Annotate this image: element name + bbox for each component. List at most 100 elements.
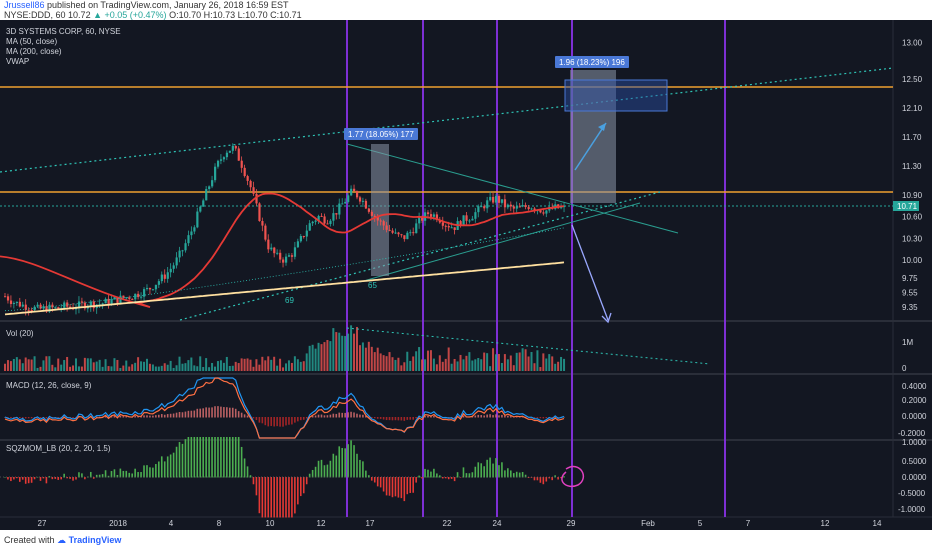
candle-body[interactable]: [418, 217, 421, 224]
sqzmom-histogram[interactable]: [4, 437, 565, 518]
candle-body[interactable]: [370, 211, 373, 216]
candle-body[interactable]: [4, 296, 7, 298]
candle-body[interactable]: [486, 200, 489, 209]
candle-body[interactable]: [137, 293, 140, 298]
candle-body[interactable]: [270, 247, 273, 250]
candle-body[interactable]: [338, 203, 341, 215]
lower-channel-trendline[interactable]: [179, 191, 661, 321]
candle-body[interactable]: [444, 225, 447, 227]
candle-body[interactable]: [83, 302, 87, 309]
candle-body[interactable]: [506, 204, 510, 208]
candle-body[interactable]: [299, 236, 302, 242]
candle-body[interactable]: [435, 214, 439, 220]
candle-body[interactable]: [157, 281, 161, 285]
measure-box-2[interactable]: [570, 70, 616, 203]
candle-body[interactable]: [512, 206, 515, 209]
candle-body[interactable]: [57, 307, 60, 309]
candle-body[interactable]: [172, 265, 175, 269]
candle-body[interactable]: [545, 210, 548, 214]
candle-body[interactable]: [311, 221, 314, 224]
candle-body[interactable]: [166, 272, 169, 279]
vwap-line[interactable]: [4, 227, 565, 312]
chart-svg[interactable]: 1.77 (18.05%) 177 1.96 (18.23%) 196 69 6…: [0, 20, 932, 530]
candle-body[interactable]: [15, 301, 19, 303]
candle-body[interactable]: [462, 215, 465, 226]
candle-body[interactable]: [450, 227, 453, 229]
candle-body[interactable]: [181, 250, 184, 252]
candle-body[interactable]: [347, 195, 350, 202]
candle-body[interactable]: [63, 302, 66, 308]
candle-body[interactable]: [355, 191, 359, 198]
candle-body[interactable]: [143, 289, 146, 297]
candle-body[interactable]: [432, 214, 436, 217]
candle-body[interactable]: [148, 287, 152, 290]
candle-body[interactable]: [518, 206, 521, 208]
triangle-resistance[interactable]: [346, 143, 679, 234]
candle-body[interactable]: [421, 217, 424, 221]
candle-body[interactable]: [497, 195, 501, 203]
candle-body[interactable]: [119, 295, 122, 303]
candle-body[interactable]: [308, 223, 311, 231]
candle-body[interactable]: [104, 298, 107, 304]
candle-body[interactable]: [205, 189, 208, 201]
candle-body[interactable]: [24, 304, 27, 310]
candle-body[interactable]: [350, 188, 353, 196]
candle-body[interactable]: [391, 230, 394, 233]
candle-body[interactable]: [323, 216, 326, 224]
candle-body[interactable]: [415, 223, 418, 234]
candle-body[interactable]: [125, 297, 128, 299]
candle-body[interactable]: [140, 296, 143, 298]
candle-body[interactable]: [211, 180, 214, 187]
candle-body[interactable]: [285, 256, 288, 263]
candle-body[interactable]: [509, 204, 512, 207]
candle-body[interactable]: [246, 176, 249, 181]
candle-body[interactable]: [530, 208, 533, 210]
candle-body[interactable]: [267, 239, 270, 250]
candle-body[interactable]: [483, 206, 486, 209]
candle-body[interactable]: [438, 219, 442, 223]
candle-body[interactable]: [480, 206, 483, 208]
candle-body[interactable]: [145, 287, 149, 290]
candle-body[interactable]: [199, 206, 202, 212]
candle-body[interactable]: [515, 206, 518, 209]
measure-box-1[interactable]: [371, 144, 389, 276]
candle-body[interactable]: [397, 232, 400, 235]
target-zone[interactable]: [564, 79, 668, 112]
candle-body[interactable]: [474, 212, 477, 219]
candle-body[interactable]: [45, 306, 48, 312]
candle-body[interactable]: [175, 257, 178, 266]
candle-body[interactable]: [563, 206, 566, 208]
candle-body[interactable]: [364, 200, 368, 209]
candle-body[interactable]: [282, 259, 285, 263]
candle-body[interactable]: [163, 274, 166, 279]
candle-body[interactable]: [160, 274, 163, 282]
candle-body[interactable]: [314, 220, 317, 222]
candle-body[interactable]: [261, 221, 264, 226]
candle-body[interactable]: [527, 207, 530, 210]
candle-body[interactable]: [388, 229, 391, 231]
candle-body[interactable]: [367, 208, 371, 212]
candlestick-series[interactable]: [4, 143, 566, 316]
candle-body[interactable]: [66, 302, 69, 307]
candle-body[interactable]: [9, 300, 13, 304]
candle-body[interactable]: [154, 284, 158, 290]
candle-body[interactable]: [542, 212, 545, 214]
candle-body[interactable]: [222, 157, 226, 160]
candle-body[interactable]: [382, 221, 385, 226]
candle-body[interactable]: [273, 247, 276, 254]
candle-body[interactable]: [231, 145, 234, 151]
candle-body[interactable]: [521, 205, 524, 207]
candle-body[interactable]: [54, 307, 57, 309]
candle-body[interactable]: [465, 215, 468, 221]
candle-body[interactable]: [225, 152, 229, 158]
macd-signal-line[interactable]: [4, 377, 565, 439]
upper-channel-trendline[interactable]: [0, 67, 894, 173]
candle-body[interactable]: [214, 166, 217, 181]
ma-50-line[interactable]: [0, 192, 565, 308]
candle-body[interactable]: [276, 252, 279, 254]
candle-body[interactable]: [258, 203, 261, 222]
time-axis[interactable]: 27 2018 4 8 10 12 17 22 24 29 Feb 5 7 12 14: [38, 519, 882, 528]
candle-body[interactable]: [42, 306, 45, 309]
candle-body[interactable]: [77, 301, 81, 309]
candle-body[interactable]: [178, 250, 181, 258]
